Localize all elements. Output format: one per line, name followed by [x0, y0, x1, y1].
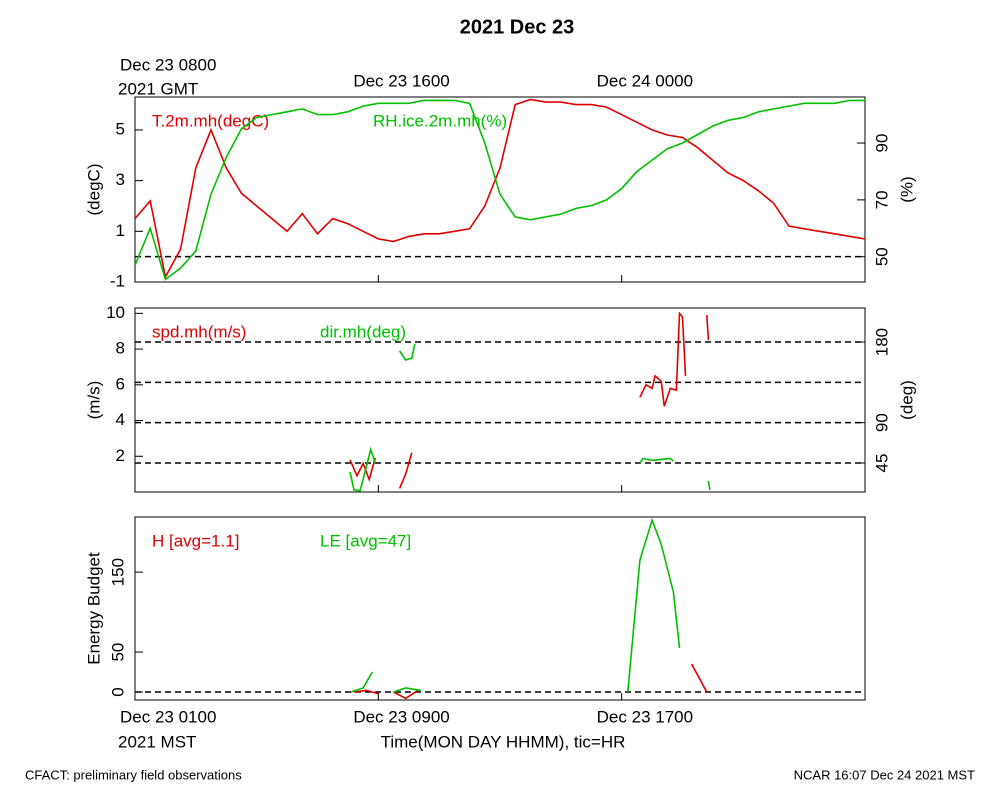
x-axis-label: Time(MON DAY HHMM), tic=HR — [381, 732, 626, 751]
series-line — [134, 99, 865, 281]
y-axis-label: (degC) — [84, 164, 103, 216]
y-tick-label: 8 — [116, 339, 125, 358]
y2-tick-label: 90 — [872, 134, 891, 153]
series-line — [134, 98, 866, 280]
y2-tick-label: 50 — [872, 247, 891, 266]
series-line — [349, 343, 711, 492]
x-tick-label: Dec 23 0900 — [353, 707, 449, 726]
y-tick-label: -1 — [110, 271, 125, 290]
y2-axis-label: (deg) — [897, 380, 916, 420]
y-tick-label: 1 — [116, 221, 125, 240]
series-line — [350, 517, 681, 693]
y-tick-label: 0 — [108, 687, 127, 696]
chart-title: 2021 Dec 23 — [460, 16, 575, 38]
legend-entry: H [avg=1.1] — [152, 531, 239, 550]
y-tick-label: 3 — [116, 170, 125, 189]
panel-frame — [134, 307, 866, 493]
y-axis-label: (m/s) — [84, 381, 103, 420]
top-tick-label: Dec 23 0800 — [120, 55, 216, 74]
bottom-zone: 2021 MST — [118, 732, 196, 751]
y-tick-label: 2 — [116, 446, 125, 465]
x-tick-label: Dec 23 1700 — [597, 707, 693, 726]
legend-entry: T.2m.mh(degC) — [152, 111, 269, 130]
y-tick-label: 50 — [108, 643, 127, 662]
legend-entry: spd.mh(m/s) — [152, 322, 246, 341]
top-tick-label: Dec 23 1600 — [353, 71, 449, 90]
x-tick-label: Dec 23 0100 — [120, 707, 216, 726]
top-zone: 2021 GMT — [118, 79, 198, 98]
y-axis-label: Energy Budget — [84, 552, 103, 665]
series-line — [349, 311, 710, 489]
footer-left: CFACT: preliminary field observations — [25, 767, 242, 782]
legend-entry: LE [avg=47] — [320, 531, 411, 550]
footer-right: NCAR 16:07 Dec 24 2021 MST — [794, 767, 975, 782]
y-tick-label: 5 — [116, 119, 125, 138]
y2-axis-label: (%) — [897, 176, 916, 202]
y-tick-label: 4 — [116, 410, 125, 429]
top-tick-label: Dec 24 0000 — [597, 71, 693, 90]
y2-tick-label: 180 — [872, 328, 891, 356]
y-tick-label: 150 — [108, 558, 127, 586]
panel-frame — [134, 96, 866, 283]
y-tick-label: 6 — [116, 374, 125, 393]
y2-tick-label: 90 — [872, 413, 891, 432]
panel-frame — [134, 516, 866, 701]
legend-entry: dir.mh(deg) — [320, 322, 406, 341]
y2-tick-label: 45 — [872, 454, 891, 473]
y-tick-label: 10 — [106, 303, 125, 322]
y2-tick-label: 70 — [872, 190, 891, 209]
legend-entry: RH.ice.2m.mh(%) — [373, 111, 507, 130]
series-line — [353, 663, 708, 700]
